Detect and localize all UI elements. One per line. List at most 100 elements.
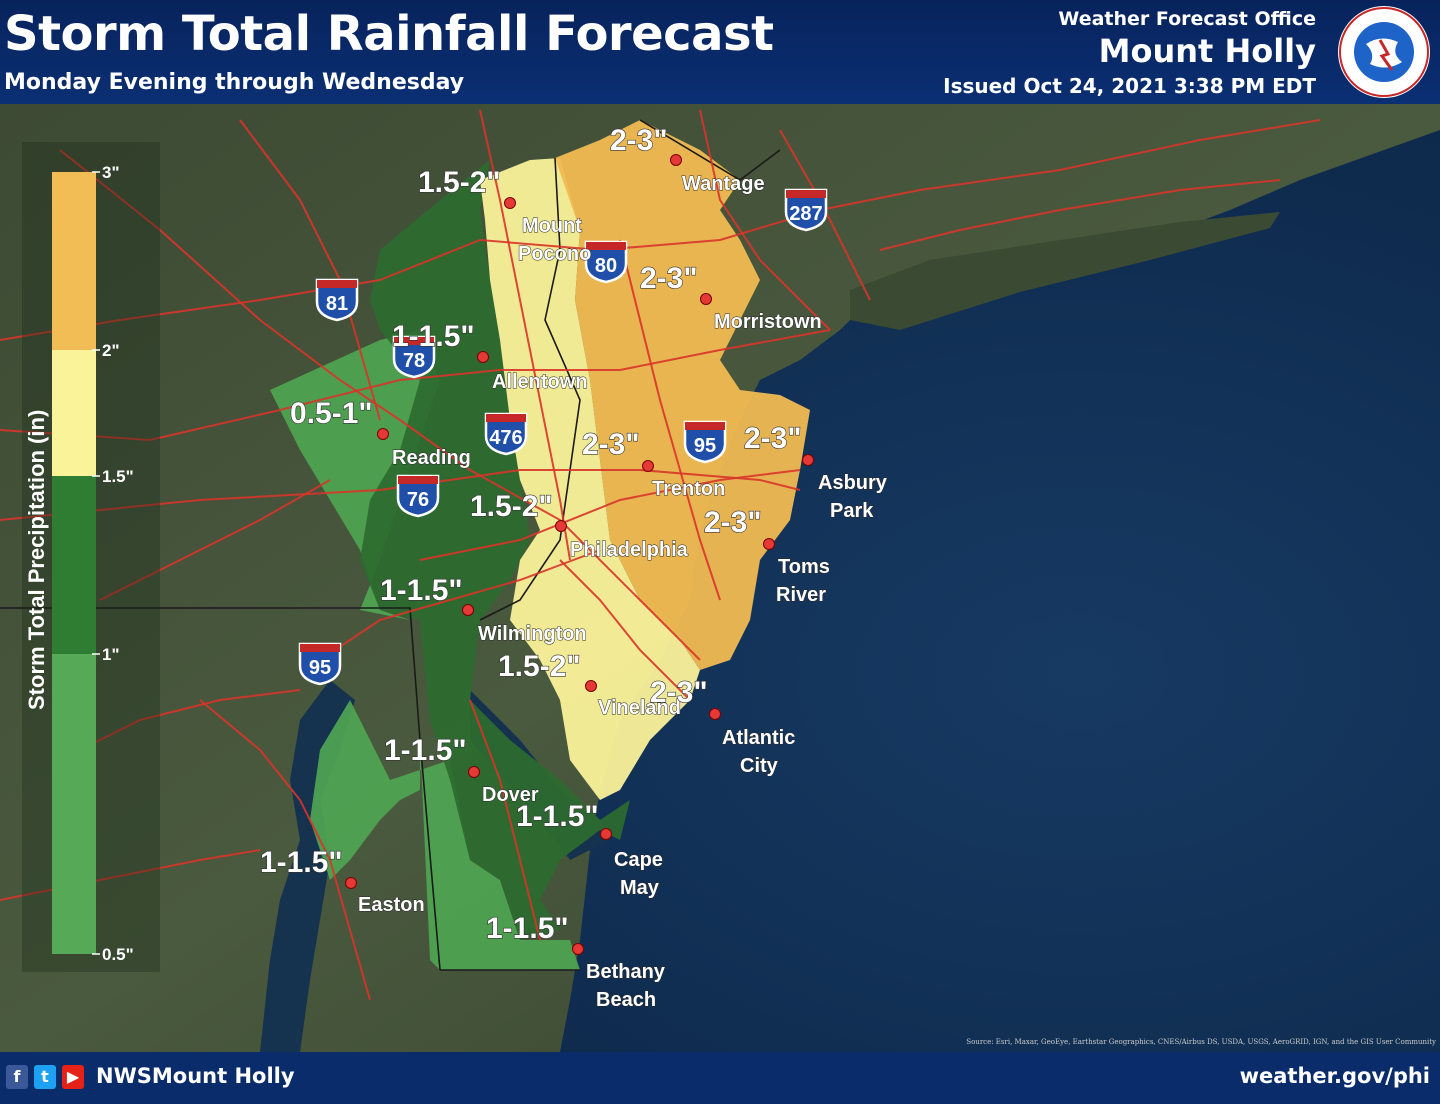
social-handle[interactable]: NWSMount Holly — [96, 1064, 295, 1088]
legend-swatch-2-3 — [52, 172, 96, 350]
city-dot — [642, 460, 654, 472]
city-label: Vineland — [598, 697, 681, 719]
facebook-icon[interactable]: f — [6, 1065, 28, 1089]
rainfall-amount-label: 1.5-2" — [498, 650, 581, 683]
road-line — [879, 179, 1281, 251]
legend-tick-label: 3" — [102, 163, 120, 182]
footer-bar: f t ▶ NWSMount Holly weather.gov/phi — [0, 1052, 1440, 1104]
legend-swatch-1-1.5 — [52, 476, 96, 654]
legend-tick-label: 2" — [102, 341, 120, 360]
road-line — [59, 689, 301, 761]
legend-swatch-1.5-2 — [52, 350, 96, 476]
rainfall-amount-label: 2-3" — [582, 428, 640, 461]
city-dot — [763, 538, 775, 550]
road-line — [699, 109, 831, 331]
road-line — [0, 469, 801, 521]
city-label: Mount — [522, 215, 582, 237]
interstate-80-shield: 80 — [584, 240, 628, 284]
rainfall-amount-label: 1.5-2" — [470, 490, 553, 523]
rainfall-amount-label: 1-1.5" — [260, 846, 343, 879]
interstate-number: 476 — [489, 427, 522, 449]
city-dot — [670, 154, 682, 166]
interstate-76-shield: 76 — [396, 474, 440, 518]
legend-swatch-0.5-1 — [52, 654, 96, 954]
graphic-title: Storm Total Rainfall Forecast — [4, 6, 774, 62]
city-label: Reading — [392, 447, 471, 469]
legend: 3" 2" 1.5" 1" 0.5" Storm Total Precipitation… — [22, 142, 160, 972]
city-label: Atlantic — [722, 727, 795, 749]
city-label: May — [620, 877, 660, 899]
city-label: Asbury — [818, 472, 888, 494]
city-label: Trenton — [652, 478, 725, 500]
city-label: River — [776, 584, 826, 606]
rainfall-amount-label: 1-1.5" — [392, 320, 475, 353]
map-credit: Source: Esri, Maxar, GeoEye, Earthstar G… — [966, 1038, 1436, 1046]
city-dot — [377, 428, 389, 440]
rainfall-amount-label: 2-3" — [744, 422, 802, 455]
road-line — [199, 699, 371, 1001]
city-label: Cape — [614, 849, 663, 871]
road-line — [319, 549, 601, 661]
city-label: Bethany — [586, 961, 666, 983]
rainfall-amount-label: 2-3" — [650, 676, 708, 709]
road-line — [0, 329, 831, 442]
zone-0.5-1 — [270, 330, 580, 970]
youtube-icon[interactable]: ▶ — [62, 1065, 84, 1089]
twitter-icon[interactable]: t — [34, 1065, 56, 1089]
rainfall-amount-label: 1.5-2" — [418, 166, 501, 199]
rainfall-amount-label: 2-3" — [640, 262, 698, 295]
city-label: Dover — [482, 784, 539, 806]
road-line — [0, 849, 261, 901]
city-dot — [468, 766, 480, 778]
city-dot — [585, 680, 597, 692]
legend-tick-label: 1" — [102, 645, 120, 664]
city-label: City — [740, 755, 779, 777]
legend-tick-label: 1.5" — [102, 467, 134, 486]
interstate-95-shield: 95 — [683, 420, 727, 464]
city-label: Philadelphia — [570, 539, 689, 561]
issued-time: Issued Oct 24, 2021 3:38 PM EDT — [943, 74, 1316, 98]
city-label: Toms — [778, 556, 830, 578]
city-label: Easton — [358, 894, 425, 916]
road-line — [619, 239, 721, 601]
graphic-subtitle: Monday Evening through Wednesday — [4, 70, 465, 95]
road-line — [469, 699, 541, 941]
road-line — [0, 119, 1321, 341]
city-markers — [345, 154, 814, 955]
city-dot — [700, 293, 712, 305]
city-label: Allentown — [492, 371, 588, 393]
long-island — [850, 212, 1280, 330]
city-label: Morristown — [714, 311, 822, 333]
office-label: Weather Forecast Office — [1058, 8, 1316, 30]
city-dot — [600, 828, 612, 840]
interstate-shields: 287 80 81 78 476 95 76 95 — [298, 188, 828, 686]
chesapeake-bay — [260, 680, 355, 1052]
legend-title: Storm Total Precipitation (in) — [24, 410, 49, 710]
interstate-number: 287 — [789, 203, 822, 225]
website-link[interactable]: weather.gov/phi — [1239, 1064, 1430, 1088]
rainfall-amount-label: 1-1.5" — [516, 800, 599, 833]
interstate-number: 95 — [694, 435, 716, 457]
road-line — [479, 109, 571, 561]
city-label: Pocono — [518, 243, 591, 265]
rainfall-amount-label: 2-3" — [704, 506, 762, 539]
interstate-287-shield: 287 — [784, 188, 828, 232]
city-dot — [572, 943, 584, 955]
interstate-476-shield: 476 — [484, 412, 528, 456]
city-label: Beach — [596, 989, 656, 1011]
city-dot — [709, 708, 721, 720]
road-line — [59, 149, 701, 661]
header-banner: Storm Total Rainfall Forecast Monday Eve… — [0, 0, 1440, 104]
city-dot — [555, 520, 567, 532]
city-dot — [462, 604, 474, 616]
interstate-number: 76 — [407, 489, 429, 511]
rainfall-amount-label: 1-1.5" — [384, 734, 467, 767]
interstate-number: 95 — [309, 657, 331, 679]
zone-1.5-2 — [480, 158, 700, 800]
road-line — [779, 129, 871, 301]
state-boundaries — [0, 119, 781, 971]
city-dot — [477, 351, 489, 363]
road-line — [419, 469, 801, 561]
rainfall-amount-label: 1-1.5" — [380, 574, 463, 607]
